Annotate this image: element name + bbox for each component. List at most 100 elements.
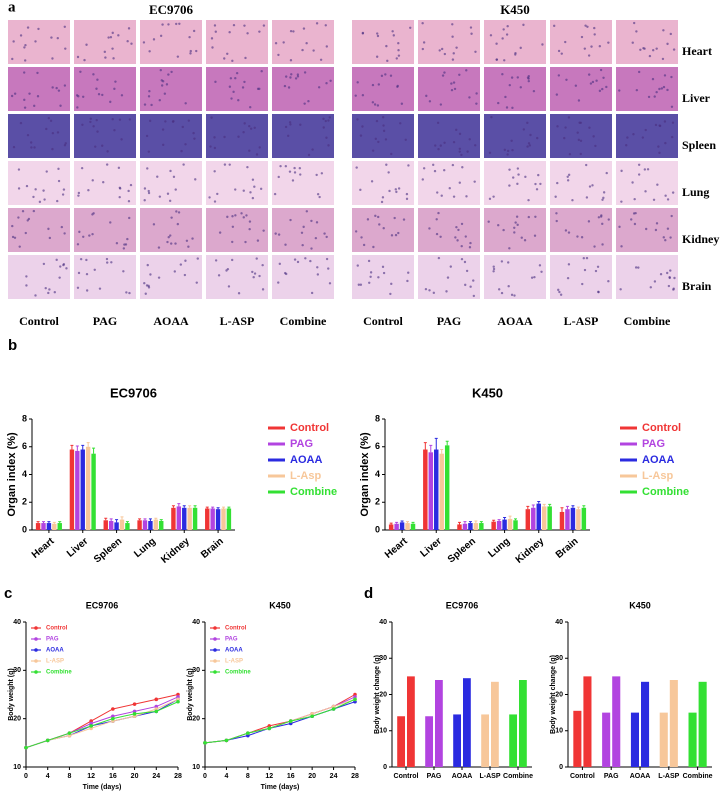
nucleus — [555, 212, 558, 215]
histology-image — [206, 208, 268, 252]
x-tick-label: Spleen — [446, 536, 478, 566]
bar — [171, 507, 176, 530]
x-tick-label: 4 — [46, 773, 50, 780]
nucleus — [11, 57, 14, 61]
nucleus — [228, 85, 232, 88]
legend-label: PAG — [290, 438, 313, 450]
bar — [669, 680, 678, 767]
nucleus — [25, 284, 28, 287]
nucleus — [296, 73, 300, 76]
nucleus — [195, 281, 198, 284]
histology-image — [352, 67, 414, 111]
nucleus — [450, 82, 453, 85]
error-bar — [143, 518, 147, 521]
error-bar — [389, 522, 393, 525]
legend-label: Control — [225, 626, 247, 632]
nucleus — [299, 123, 302, 126]
nucleus — [148, 119, 152, 123]
nucleus — [76, 106, 79, 109]
y-axis-label: Body weight (g) — [187, 668, 194, 721]
column-label: PAG — [93, 314, 117, 328]
nucleus — [230, 97, 233, 100]
nucleus — [605, 85, 608, 89]
nucleus — [115, 242, 119, 245]
line — [204, 696, 356, 744]
nucleus — [315, 221, 319, 224]
nucleus — [664, 239, 667, 242]
nucleus — [128, 216, 131, 220]
nucleus — [372, 245, 375, 249]
nucleus — [177, 211, 181, 214]
nucleus — [299, 173, 302, 176]
nucleus — [512, 176, 515, 179]
nucleus — [89, 117, 92, 120]
histology-image — [140, 255, 202, 299]
nucleus — [470, 32, 473, 35]
nucleus — [214, 30, 217, 33]
error-bar — [125, 521, 129, 524]
chart-title: EC9706 — [110, 385, 157, 400]
bar — [52, 523, 57, 530]
nucleus — [13, 92, 17, 95]
nucleus — [60, 225, 64, 229]
panel-label: d — [364, 585, 373, 602]
nucleus — [538, 264, 542, 267]
nucleus — [390, 282, 393, 286]
histology-image — [550, 114, 612, 158]
nucleus — [111, 117, 114, 121]
nucleus — [42, 262, 46, 266]
nucleus — [325, 136, 328, 139]
nucleus — [284, 75, 288, 78]
histology-image — [418, 67, 480, 111]
nucleus — [127, 27, 131, 30]
nucleus — [536, 136, 539, 140]
nucleus — [580, 35, 584, 39]
y-tick-label: 30 — [13, 667, 21, 674]
nucleus — [504, 95, 507, 99]
nucleus — [273, 192, 277, 196]
bar — [581, 507, 587, 530]
y-axis-label: Body weight change (g) — [550, 655, 557, 734]
nucleus — [125, 291, 128, 294]
nucleus — [237, 99, 240, 102]
bar — [153, 519, 159, 530]
nucleus — [316, 192, 320, 196]
nucleus — [62, 263, 66, 266]
nucleus — [304, 257, 307, 260]
nucleus — [243, 80, 246, 84]
x-axis-label: Time (days) — [261, 784, 300, 791]
nucleus — [670, 214, 673, 218]
bar — [114, 522, 119, 530]
nucleus — [277, 175, 280, 179]
nucleus — [242, 131, 245, 134]
bar — [159, 520, 164, 530]
nucleus — [314, 236, 318, 240]
column-label: AOAA — [153, 314, 189, 328]
bar — [457, 524, 462, 530]
x-tick-label: PAG — [604, 773, 619, 780]
nucleus — [59, 104, 62, 107]
nucleus — [172, 175, 176, 179]
nucleus — [587, 73, 591, 76]
nucleus — [436, 121, 440, 125]
nucleus — [117, 34, 120, 37]
nucleus — [591, 184, 594, 187]
nucleus — [162, 143, 165, 147]
error-bar — [182, 505, 186, 508]
nucleus — [152, 223, 156, 226]
histology-image — [8, 114, 70, 158]
nucleus — [152, 38, 156, 41]
nucleus — [143, 282, 146, 285]
x-tick-label: Kidney — [514, 536, 547, 566]
error-bar — [514, 518, 518, 521]
nucleus — [595, 79, 598, 82]
nucleus — [409, 26, 412, 29]
nucleus — [109, 221, 112, 224]
error-bar — [576, 506, 580, 510]
nucleus — [437, 256, 441, 260]
nucleus — [318, 195, 321, 199]
nucleus — [288, 170, 292, 173]
nucleus — [146, 167, 149, 170]
nucleus — [34, 188, 37, 191]
nucleus — [178, 22, 181, 26]
